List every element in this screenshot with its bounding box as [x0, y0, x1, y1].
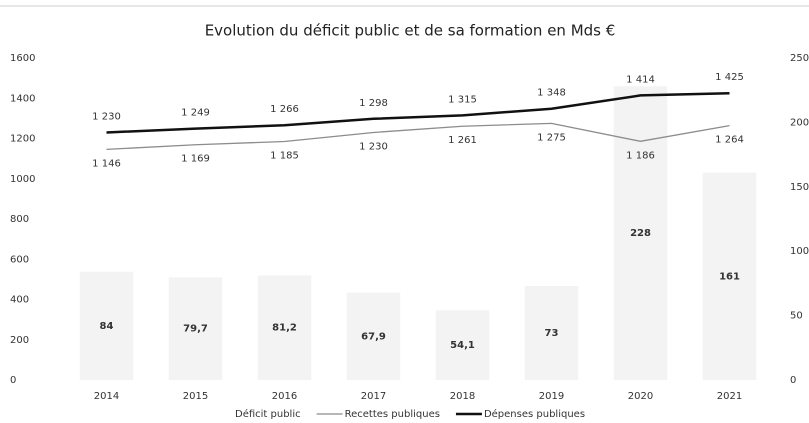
y-tick-label: 1400	[10, 93, 35, 104]
bar	[435, 310, 490, 380]
data-label: 1 230	[359, 141, 388, 152]
data-label: 73	[545, 328, 559, 339]
y2-tick-label: 250	[790, 53, 809, 64]
data-label: 84	[100, 321, 114, 332]
x-tick-label: 2016	[272, 391, 297, 402]
data-label: 1 298	[359, 98, 388, 109]
legend-label: Dépenses publiques	[484, 408, 585, 420]
x-tick-label: 2014	[94, 391, 119, 402]
bar	[524, 285, 579, 380]
data-label: 67,9	[361, 331, 386, 342]
x-tick-label: 2017	[361, 391, 386, 402]
data-label: 1 275	[537, 132, 566, 143]
x-tick-label: 2021	[717, 391, 742, 402]
data-label: 1 264	[715, 135, 744, 146]
data-label: 1 261	[448, 135, 477, 146]
line	[106, 122, 730, 151]
legend-label: Déficit public	[235, 408, 301, 420]
data-label: 81,2	[272, 323, 297, 334]
y-tick-label: 400	[10, 295, 29, 306]
bar	[257, 275, 312, 380]
y-tick-label: 1200	[10, 134, 35, 145]
y-tick-label: 1600	[10, 53, 35, 64]
x-tick-label: 2019	[539, 391, 564, 402]
bar	[613, 86, 668, 380]
x-tick-label: 2018	[450, 391, 475, 402]
y2-tick-label: 150	[790, 182, 809, 193]
data-label: 54,1	[450, 340, 475, 351]
bar	[346, 292, 401, 380]
y2-tick-label: 100	[790, 246, 809, 257]
y2-tick-label: 200	[790, 117, 809, 128]
y2-tick-label: 0	[790, 375, 796, 386]
data-label: 1 185	[270, 151, 299, 162]
data-label: 1 169	[181, 154, 210, 165]
chart-title: Evolution du déficit public et de sa for…	[205, 22, 616, 40]
data-label: 79,7	[183, 324, 208, 335]
y-tick-label: 800	[10, 214, 29, 225]
legend-label: Recettes publiques	[345, 409, 440, 420]
data-label: 1 249	[181, 108, 210, 119]
bar	[79, 271, 134, 380]
bar	[168, 277, 223, 380]
data-label: 161	[719, 271, 740, 282]
data-label: 1 230	[92, 111, 121, 122]
data-label: 1 266	[270, 104, 299, 115]
data-label: 228	[630, 228, 651, 239]
data-label: 1 414	[626, 74, 655, 85]
data-label: 1 186	[626, 150, 655, 161]
data-label: 1 315	[448, 94, 477, 105]
x-tick-label: 2015	[183, 391, 208, 402]
y-tick-label: 600	[10, 254, 29, 265]
line	[106, 91, 730, 134]
y-tick-label: 1000	[10, 174, 35, 185]
x-tick-label: 2020	[628, 391, 653, 402]
y-tick-label: 200	[10, 335, 29, 346]
y-tick-label: 0	[10, 375, 16, 386]
bar	[702, 172, 757, 380]
y2-tick-label: 50	[790, 311, 803, 322]
data-label: 1 146	[92, 158, 121, 169]
data-label: 1 348	[537, 88, 566, 99]
data-label: 1 425	[715, 72, 744, 83]
